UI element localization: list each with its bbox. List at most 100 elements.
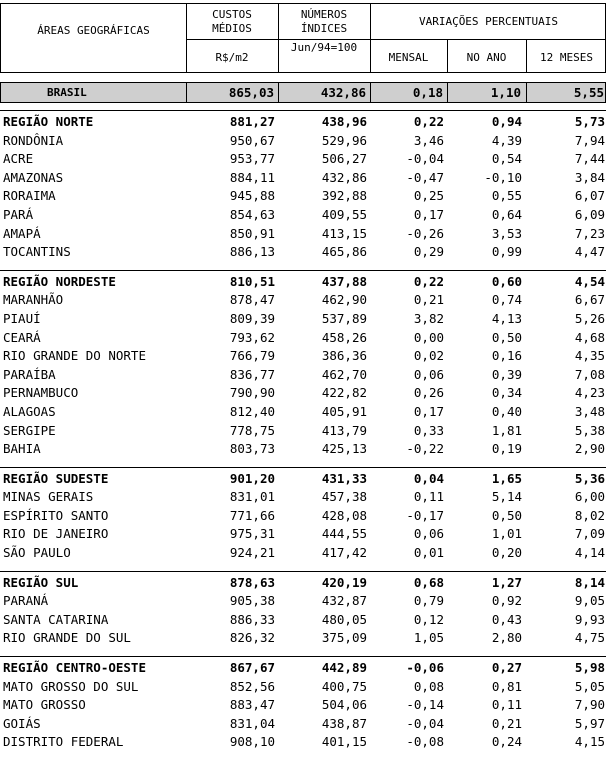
cell-indice: 428,08 xyxy=(321,507,367,523)
cell-mensal: 0,17 xyxy=(413,403,444,419)
col-indices-header-2: ÍNDICES xyxy=(300,22,348,35)
state-row: PARÁ 854,63 409,55 0,17 0,64 6,09 xyxy=(0,206,606,225)
cell-mensal: -0,06 xyxy=(406,660,444,676)
state-row: CEARÁ 793,62 458,26 0,00 0,50 4,68 xyxy=(0,329,606,348)
cell-ano: 0,64 xyxy=(491,206,522,222)
cell-custo: 953,77 xyxy=(229,151,275,167)
cell-indice: 444,55 xyxy=(321,526,367,542)
cell-custo: 883,47 xyxy=(229,697,275,713)
state-name: PARÁ xyxy=(3,206,34,222)
state-row: RORAIMA 945,88 392,88 0,25 0,55 6,07 xyxy=(0,187,606,206)
cell-custo: 945,88 xyxy=(229,188,275,204)
cell-indice: 392,88 xyxy=(321,188,367,204)
cell-mensal: 3,82 xyxy=(413,310,444,326)
brasil-ano: 1,10 xyxy=(490,85,521,100)
cell-meses12: 5,73 xyxy=(574,114,605,129)
cell-custo: 884,11 xyxy=(229,169,275,185)
section-divider xyxy=(0,648,606,658)
region-name: REGIÃO NORDESTE xyxy=(3,273,116,289)
cell-mensal: -0,17 xyxy=(406,507,444,523)
cell-meses12: 4,47 xyxy=(574,244,605,260)
cell-meses12: 5,98 xyxy=(574,660,605,676)
section-divider xyxy=(0,103,606,111)
state-name: AMAZONAS xyxy=(3,169,64,185)
state-row: DISTRITO FEDERAL 908,10 401,15 -0,08 0,24 4,1… xyxy=(0,733,606,752)
cell-mensal: 3,46 xyxy=(413,132,444,148)
cell-meses12: 5,26 xyxy=(574,310,605,326)
cell-ano: 5,14 xyxy=(491,489,522,505)
cell-mensal: -0,14 xyxy=(406,697,444,713)
cell-mensal: 0,33 xyxy=(413,422,444,438)
state-row: MATO GROSSO 883,47 504,06 -0,14 0,11 7,90 xyxy=(0,696,606,715)
cell-mensal: 0,22 xyxy=(413,114,444,129)
cell-custo: 831,04 xyxy=(229,715,275,731)
region-name: REGIÃO CENTRO-OESTE xyxy=(3,660,146,676)
state-name: TOCANTINS xyxy=(3,244,71,260)
cell-meses12: 8,02 xyxy=(574,507,605,523)
cell-ano: 0,81 xyxy=(491,678,522,694)
cell-custo: 854,63 xyxy=(229,206,275,222)
cell-custo: 881,27 xyxy=(229,114,275,129)
state-name: MINAS GERAIS xyxy=(3,489,94,505)
cell-ano: -0,10 xyxy=(484,169,522,185)
state-name: MATO GROSSO DO SUL xyxy=(3,678,139,694)
table-body: REGIÃO NORTE 881,27 438,96 0,22 0,94 5,73 ROND… xyxy=(0,103,606,752)
region-name: REGIÃO NORTE xyxy=(3,114,94,129)
cell-ano: 1,01 xyxy=(491,526,522,542)
cell-indice: 438,96 xyxy=(321,114,367,129)
brasil-row: BRASIL 865,03 432,86 0,18 1,10 5,55 xyxy=(0,82,606,103)
cell-custo: 878,47 xyxy=(229,292,275,308)
cell-meses12: 7,23 xyxy=(574,225,605,241)
cell-custo: 924,21 xyxy=(229,545,275,561)
cell-indice: 465,86 xyxy=(321,244,367,260)
state-name: RIO GRANDE DO NORTE xyxy=(3,348,146,364)
cell-custo: 886,13 xyxy=(229,244,275,260)
cell-ano: 0,39 xyxy=(491,366,522,382)
region-row: REGIÃO SUL 878,63 420,19 0,68 1,27 8,14 xyxy=(0,574,606,593)
section-divider xyxy=(0,459,606,468)
cell-indice: 405,91 xyxy=(321,403,367,419)
cell-indice: 425,13 xyxy=(321,441,367,457)
cell-meses12: 4,54 xyxy=(574,273,605,289)
cell-custo: 886,33 xyxy=(229,611,275,627)
cell-indice: 409,55 xyxy=(321,206,367,222)
cell-ano: 4,13 xyxy=(491,310,522,326)
cell-custo: 793,62 xyxy=(229,329,275,345)
cell-mensal: -0,22 xyxy=(406,441,444,457)
cell-ano: 0,34 xyxy=(491,385,522,401)
state-row: MINAS GERAIS 831,01 457,38 0,11 5,14 6,00 xyxy=(0,488,606,507)
state-name: ESPÍRITO SANTO xyxy=(3,507,109,523)
cell-indice: 462,90 xyxy=(321,292,367,308)
cell-ano: 0,27 xyxy=(491,660,522,676)
cell-ano: 4,39 xyxy=(491,132,522,148)
cell-ano: 0,60 xyxy=(491,273,522,289)
cell-indice: 432,86 xyxy=(321,169,367,185)
cell-meses12: 3,84 xyxy=(574,169,605,185)
cell-mensal: 0,21 xyxy=(413,292,444,308)
cell-ano: 0,40 xyxy=(491,403,522,419)
cell-indice: 420,19 xyxy=(321,574,367,590)
cell-ano: 0,99 xyxy=(491,244,522,260)
cell-custo: 908,10 xyxy=(229,734,275,750)
cell-mensal: 0,22 xyxy=(413,273,444,289)
cell-ano: 0,21 xyxy=(491,715,522,731)
state-row: BAHIA 803,73 425,13 -0,22 0,19 2,90 xyxy=(0,440,606,459)
state-row: ACRE 953,77 506,27 -0,04 0,54 7,44 xyxy=(0,150,606,169)
cell-mensal: 1,05 xyxy=(413,630,444,646)
cell-meses12: 8,14 xyxy=(574,574,605,590)
state-name: RIO DE JANEIRO xyxy=(3,526,109,542)
state-row: AMAPÁ 850,91 413,15 -0,26 3,53 7,23 xyxy=(0,225,606,244)
section-divider xyxy=(0,563,606,572)
state-name: PERNAMBUCO xyxy=(3,385,79,401)
cell-custo: 766,79 xyxy=(229,348,275,364)
cell-indice: 401,15 xyxy=(321,734,367,750)
col-mensal-header: MENSAL xyxy=(388,51,429,64)
cell-indice: 413,15 xyxy=(321,225,367,241)
brasil-indice: 432,86 xyxy=(320,85,366,100)
cell-custo: 905,38 xyxy=(229,593,275,609)
state-row: ALAGOAS 812,40 405,91 0,17 0,40 3,48 xyxy=(0,403,606,422)
state-name: MATO GROSSO xyxy=(3,697,86,713)
state-name: RONDÔNIA xyxy=(3,132,64,148)
cell-meses12: 6,07 xyxy=(574,188,605,204)
cell-mensal: 0,04 xyxy=(413,470,444,486)
